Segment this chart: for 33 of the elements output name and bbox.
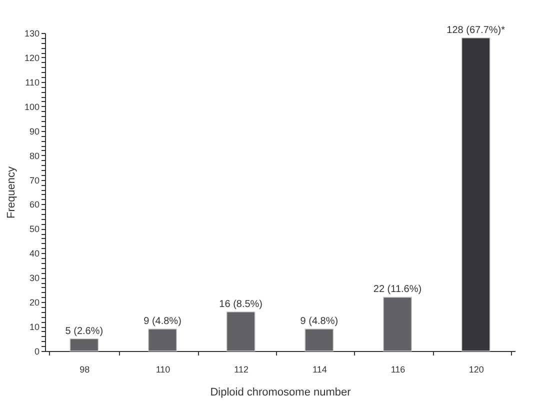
data-label: 9 (4.8%) [300,316,338,327]
x-tick-label: 114 [312,364,327,374]
y-tick-label: 110 [25,77,40,88]
y-tick-label: 0 [34,346,40,356]
bar [226,311,256,352]
x-tick-label: 98 [80,364,90,374]
bar [383,296,412,352]
bar [304,328,334,352]
x-tick-label: 120 [468,364,484,374]
x-tick-label: 116 [390,364,406,374]
y-tick-label: 10 [29,322,40,332]
y-tick-label: 50 [29,224,40,234]
y-tick-label: 130 [24,28,40,38]
y-tick-label: 120 [24,52,40,63]
x-tick-label: 110 [156,364,170,374]
y-tick-label: 20 [29,298,40,308]
y-tick-label: 70 [29,175,40,186]
bar [70,338,99,352]
x-axis-title: Diploid chromosome number [210,386,352,398]
bar [148,328,177,352]
data-label: 22 (11.6%) [373,284,422,296]
data-label: 16 (8.5%) [219,298,263,310]
y-tick-label: 60 [29,200,40,210]
data-label: 128 (67.7%)* [446,24,506,36]
y-tick-label: 80 [29,150,40,161]
y-axis-title: Frequency [5,166,18,218]
x-tick-label: 112 [234,364,249,374]
data-label: 5 (2.6%) [65,326,104,337]
y-tick-label: 90 [29,126,40,136]
y-tick-label: 30 [29,273,40,284]
y-tick-label: 40 [29,248,40,259]
data-label: 9 (4.8%) [144,316,182,327]
y-tick-label: 100 [24,102,40,112]
